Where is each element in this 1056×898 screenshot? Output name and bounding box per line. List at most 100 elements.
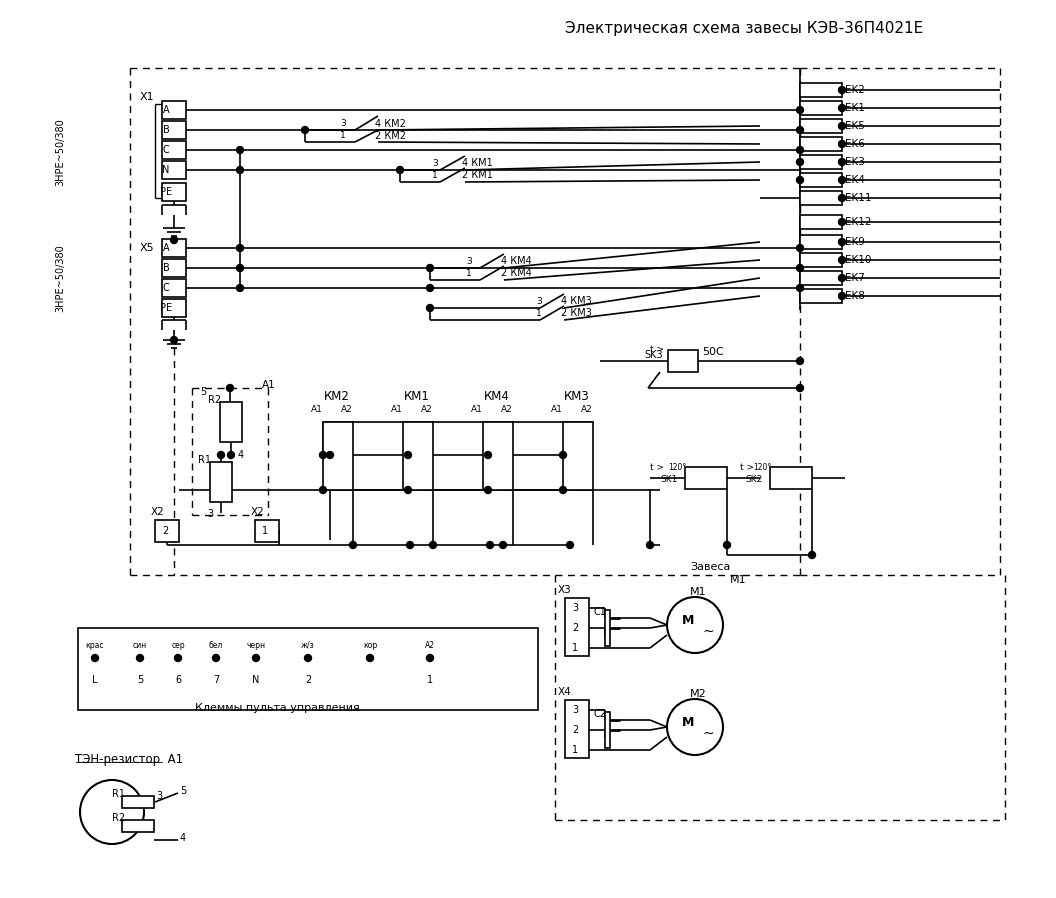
Bar bbox=[685, 467, 727, 489]
Bar bbox=[78, 628, 538, 710]
Circle shape bbox=[237, 166, 244, 173]
Text: 2: 2 bbox=[162, 526, 168, 536]
Text: EK5: EK5 bbox=[845, 121, 865, 131]
Circle shape bbox=[350, 541, 357, 549]
Bar bbox=[800, 235, 842, 249]
Text: M: M bbox=[682, 716, 695, 728]
Text: X1: X1 bbox=[140, 92, 154, 102]
Text: N: N bbox=[252, 675, 260, 685]
Bar bbox=[162, 183, 186, 201]
Text: EK6: EK6 bbox=[845, 139, 865, 149]
Bar bbox=[162, 161, 186, 179]
Circle shape bbox=[170, 236, 177, 243]
Text: 1: 1 bbox=[572, 643, 578, 653]
Bar bbox=[122, 820, 154, 832]
Text: 1: 1 bbox=[340, 131, 345, 140]
Circle shape bbox=[252, 655, 260, 662]
Text: син: син bbox=[133, 640, 147, 649]
Circle shape bbox=[237, 146, 244, 154]
Circle shape bbox=[838, 195, 846, 201]
Text: M1: M1 bbox=[730, 575, 747, 585]
Circle shape bbox=[407, 541, 414, 549]
Bar bbox=[800, 83, 842, 97]
Bar bbox=[800, 289, 842, 303]
Bar bbox=[323, 422, 353, 490]
Circle shape bbox=[212, 655, 220, 662]
Text: A2: A2 bbox=[581, 406, 592, 415]
Circle shape bbox=[838, 257, 846, 263]
Bar bbox=[800, 119, 842, 133]
Text: 3: 3 bbox=[340, 119, 345, 128]
Circle shape bbox=[404, 452, 412, 459]
Text: L: L bbox=[92, 675, 98, 685]
Text: 3: 3 bbox=[207, 509, 213, 519]
Text: C: C bbox=[163, 283, 169, 293]
Circle shape bbox=[796, 127, 804, 134]
Circle shape bbox=[796, 285, 804, 292]
Text: Клеммы пульта управления: Клеммы пульта управления bbox=[195, 703, 360, 713]
Text: A2: A2 bbox=[425, 640, 435, 649]
Bar bbox=[254, 520, 279, 542]
Text: A: A bbox=[163, 243, 169, 253]
Text: N: N bbox=[163, 165, 170, 175]
Text: 2: 2 bbox=[572, 725, 579, 735]
Text: 120°: 120° bbox=[753, 462, 771, 471]
Text: EK3: EK3 bbox=[845, 157, 865, 167]
Text: кор: кор bbox=[363, 640, 377, 649]
Circle shape bbox=[796, 244, 804, 251]
Bar bbox=[220, 402, 242, 442]
Text: 1: 1 bbox=[432, 172, 438, 180]
Bar bbox=[162, 239, 186, 257]
Circle shape bbox=[809, 551, 815, 559]
Text: ~: ~ bbox=[702, 625, 714, 639]
Circle shape bbox=[320, 487, 326, 494]
Text: 1: 1 bbox=[262, 526, 268, 536]
Text: A2: A2 bbox=[341, 406, 353, 415]
Circle shape bbox=[723, 541, 731, 549]
Text: КМ4: КМ4 bbox=[484, 390, 510, 402]
Circle shape bbox=[427, 285, 434, 292]
Text: X2: X2 bbox=[151, 507, 165, 517]
Text: 1: 1 bbox=[466, 269, 472, 278]
Text: EK9: EK9 bbox=[845, 237, 865, 247]
Circle shape bbox=[485, 452, 491, 459]
Circle shape bbox=[237, 285, 244, 292]
Text: M1: M1 bbox=[690, 587, 706, 597]
Text: 4 КМ1: 4 КМ1 bbox=[463, 158, 493, 168]
Bar bbox=[155, 520, 180, 542]
Circle shape bbox=[838, 122, 846, 129]
Circle shape bbox=[427, 265, 434, 271]
Text: __________________: __________________ bbox=[75, 753, 163, 763]
Text: A: A bbox=[163, 105, 169, 115]
Bar bbox=[605, 610, 610, 646]
Circle shape bbox=[396, 166, 403, 173]
Bar bbox=[800, 191, 842, 205]
Text: 3: 3 bbox=[572, 603, 578, 613]
Circle shape bbox=[218, 452, 225, 459]
Text: C: C bbox=[163, 145, 169, 155]
Circle shape bbox=[796, 177, 804, 183]
Text: 4: 4 bbox=[238, 450, 244, 460]
Text: X3: X3 bbox=[558, 585, 571, 595]
Text: A1: A1 bbox=[262, 380, 276, 390]
Text: PE: PE bbox=[159, 187, 172, 197]
Circle shape bbox=[838, 218, 846, 225]
Circle shape bbox=[838, 177, 846, 183]
Circle shape bbox=[566, 541, 573, 549]
Bar bbox=[162, 279, 186, 297]
Text: 5: 5 bbox=[200, 387, 206, 397]
Bar bbox=[800, 215, 842, 229]
Circle shape bbox=[487, 541, 493, 549]
Text: EK4: EK4 bbox=[845, 175, 865, 185]
Text: 4: 4 bbox=[180, 833, 186, 843]
Circle shape bbox=[796, 107, 804, 113]
Text: 2: 2 bbox=[305, 675, 312, 685]
Circle shape bbox=[366, 655, 374, 662]
Bar bbox=[668, 350, 698, 372]
Text: C1: C1 bbox=[593, 607, 607, 617]
Circle shape bbox=[796, 265, 804, 271]
Circle shape bbox=[646, 541, 654, 549]
Text: C2: C2 bbox=[593, 709, 607, 719]
Circle shape bbox=[838, 159, 846, 165]
Bar bbox=[800, 173, 842, 187]
